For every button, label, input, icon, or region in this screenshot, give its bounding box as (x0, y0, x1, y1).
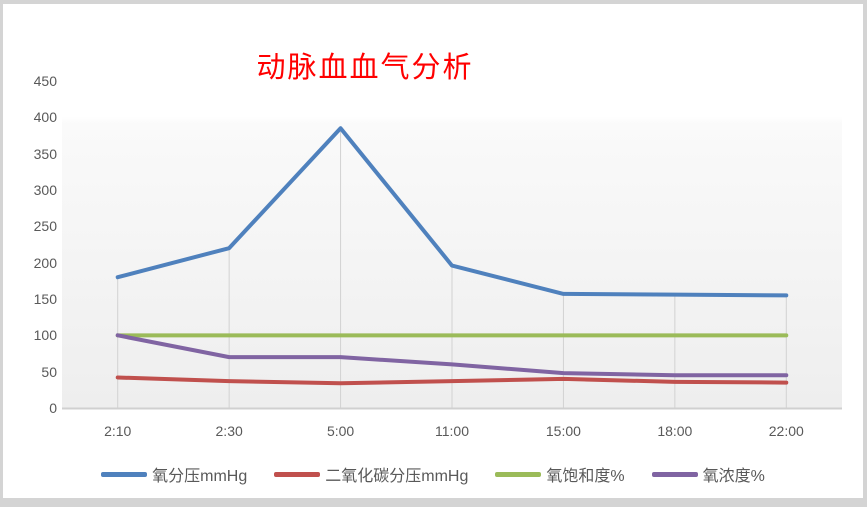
legend-swatch-icon (101, 471, 148, 477)
y-tick-label-50: 50 (41, 363, 57, 380)
legend-item-二氧化碳分压mmHg: 二氧化碳分压mmHg (274, 462, 468, 486)
x-tick-label-22:00: 22:00 (768, 423, 804, 439)
legend-swatch-icon (274, 471, 321, 477)
x-tick-label-11:00: 11:00 (435, 423, 469, 439)
y-tick-label-300: 300 (33, 182, 57, 198)
x-tick-label-15:00: 15:00 (545, 423, 581, 439)
y-tick-label-100: 100 (33, 327, 57, 344)
legend-item-氧浓度%: 氧浓度% (651, 462, 765, 486)
y-tick-label-0: 0 (49, 400, 57, 416)
y-tick-label-400: 400 (33, 109, 57, 126)
legend-label: 氧浓度% (702, 468, 765, 485)
legend-item-氧分压mmHg: 氧分压mmHg (101, 462, 247, 486)
legend-swatch-icon (651, 471, 698, 477)
y-tick-label-250: 250 (33, 218, 57, 235)
legend-label: 二氧化碳分压mmHg (325, 468, 469, 485)
y-tick-label-150: 150 (33, 291, 57, 307)
y-tick-label-200: 200 (33, 254, 57, 271)
series-line-氧浓度% (115, 333, 789, 378)
x-tick-label-5:00: 5:00 (326, 423, 355, 439)
series-line-二氧化碳分压mmHg (115, 375, 789, 386)
legend-label: 氧饱和度% (546, 468, 625, 485)
x-tick-label-2:10: 2:10 (104, 423, 132, 439)
x-tick-label-2:30: 2:30 (215, 423, 243, 439)
y-tick-label-450: 450 (33, 73, 57, 89)
x-tick-label-18:00: 18:00 (657, 423, 693, 439)
chart-canvas: 动脉血血气分析 0 50 100 150 200 250 300 350 400 450 2:10… (3, 4, 863, 498)
chart-title: 动脉血血气分析 (256, 50, 474, 84)
legend-item-氧饱和度%: 氧饱和度% (495, 462, 625, 486)
legend-swatch-icon (495, 471, 542, 477)
y-tick-label-350: 350 (33, 145, 57, 162)
plot-area (62, 81, 842, 410)
legend-label: 氧分压mmHg (152, 468, 248, 485)
chart-legend: 氧分压mmHg 二氧化碳分压mmHg 氧饱和度% 氧浓度% (3, 462, 863, 486)
series-line-氧分压mmHg (115, 126, 789, 298)
